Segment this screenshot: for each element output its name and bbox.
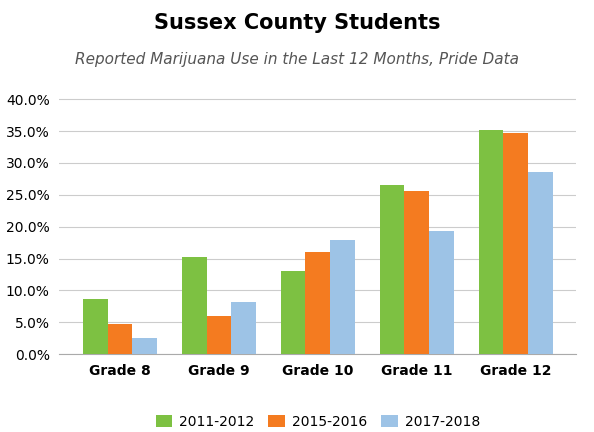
Bar bbox=[108, 324, 132, 354]
Bar bbox=[207, 316, 231, 354]
Bar bbox=[479, 130, 503, 354]
Bar bbox=[330, 240, 355, 354]
Text: Reported Marijuana Use in the Last 12 Months, Pride Data: Reported Marijuana Use in the Last 12 Mo… bbox=[75, 52, 519, 67]
Bar bbox=[231, 302, 256, 354]
Bar bbox=[83, 299, 108, 354]
Bar bbox=[429, 231, 454, 354]
Legend: 2011-2012, 2015-2016, 2017-2018: 2011-2012, 2015-2016, 2017-2018 bbox=[150, 410, 485, 432]
Bar bbox=[132, 338, 157, 354]
Bar bbox=[182, 257, 207, 354]
Bar bbox=[305, 251, 330, 354]
Bar bbox=[528, 172, 552, 354]
Bar bbox=[380, 184, 405, 354]
Text: Sussex County Students: Sussex County Students bbox=[154, 13, 440, 33]
Bar bbox=[503, 133, 528, 354]
Bar bbox=[281, 271, 305, 354]
Bar bbox=[405, 191, 429, 354]
